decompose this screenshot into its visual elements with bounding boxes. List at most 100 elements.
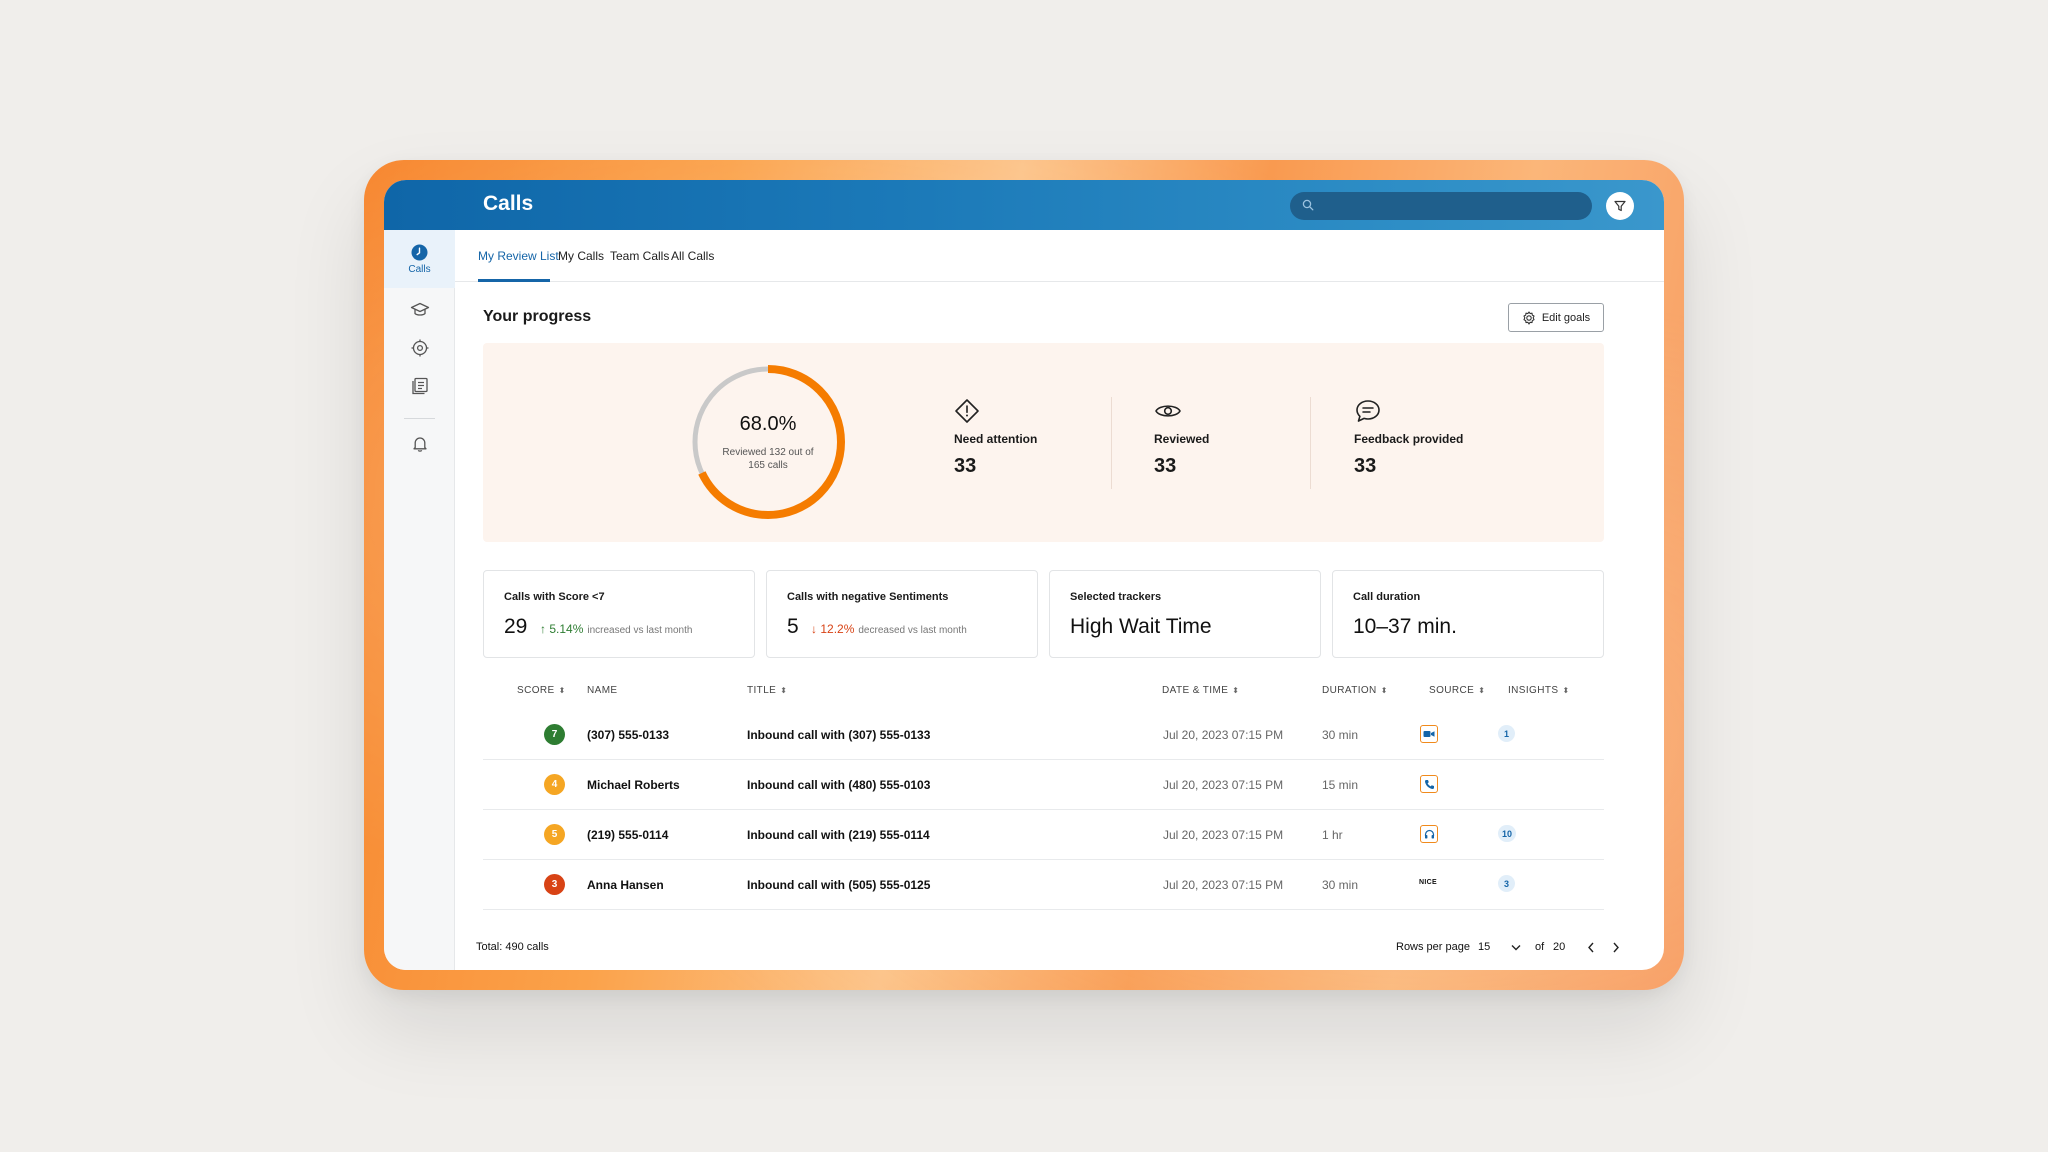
card-value: 5 — [787, 615, 799, 638]
card-value: 10–37 min. — [1353, 615, 1457, 638]
sidebar-item-notifications[interactable] — [384, 426, 455, 462]
card-low-score[interactable]: Calls with Score <7 29 ↑ 5.14% increased … — [483, 570, 755, 658]
top-bar: Calls — [384, 180, 1664, 230]
card-call-duration[interactable]: Call duration 10–37 min. — [1332, 570, 1604, 658]
card-value: 29 — [504, 615, 528, 638]
column-header-date[interactable]: DATE & TIME ⬍ — [1162, 685, 1240, 696]
tab-my-calls[interactable]: My Calls — [558, 249, 605, 263]
stat-label: Feedback provided — [1354, 432, 1464, 446]
row-title: Inbound call with (505) 555-0125 — [747, 878, 931, 892]
filter-icon — [1614, 200, 1626, 212]
sort-icon: ⬍ — [780, 686, 788, 695]
table-row[interactable]: 7 (307) 555-0133 Inbound call with (307)… — [483, 710, 1604, 760]
app-window: Calls Calls — [384, 180, 1664, 970]
table-row[interactable]: 4 Michael Roberts Inbound call with (480… — [483, 760, 1604, 810]
card-delta: ↑ 5.14% increased vs last month — [540, 622, 692, 636]
target-icon — [411, 339, 428, 357]
edit-goals-label: Edit goals — [1541, 311, 1591, 324]
chevron-right-icon — [1613, 942, 1619, 953]
column-header-score[interactable]: SCORE ⬍ — [517, 685, 566, 696]
delta-text: increased vs last month — [587, 625, 693, 636]
column-header-insights[interactable]: INSIGHTS ⬍ — [1508, 685, 1570, 696]
card-label: Selected trackers — [1070, 591, 1162, 603]
arrow-up-icon: ↑ — [540, 622, 546, 636]
row-duration: 30 min — [1322, 878, 1359, 892]
insights-badge[interactable]: 1 — [1498, 725, 1515, 742]
sidebar-item-trackers[interactable] — [384, 330, 455, 366]
donut-progress-arc — [691, 365, 845, 519]
row-title: Inbound call with (219) 555-0114 — [747, 828, 930, 842]
sidebar-item-training[interactable] — [384, 292, 455, 328]
bell-icon — [412, 437, 427, 452]
page-count: 20 — [1553, 941, 1566, 953]
phone-icon — [1420, 775, 1438, 793]
row-title: Inbound call with (307) 555-0133 — [747, 728, 931, 742]
insights-badge[interactable]: 10 — [1498, 825, 1517, 842]
table-row[interactable]: 5 (219) 555-0114 Inbound call with (219)… — [483, 810, 1604, 860]
tab-all-calls[interactable]: All Calls — [671, 249, 715, 263]
sort-icon: ⬍ — [1380, 686, 1388, 695]
row-date: Jul 20, 2023 07:15 PM — [1163, 728, 1284, 742]
delta-percent: 5.14% — [549, 622, 584, 636]
tab-my-review-list[interactable]: My Review List — [478, 249, 559, 263]
score-badge: 7 — [544, 724, 565, 745]
row-duration: 1 hr — [1322, 828, 1343, 842]
sidebar-item-reports[interactable] — [384, 368, 455, 404]
delta-percent: 12.2% — [820, 622, 855, 636]
row-duration: 30 min — [1322, 728, 1359, 742]
row-date: Jul 20, 2023 07:15 PM — [1163, 828, 1284, 842]
search-icon — [1302, 199, 1314, 211]
row-title: Inbound call with (480) 555-0103 — [747, 778, 931, 792]
tab-team-calls[interactable]: Team Calls — [610, 249, 670, 263]
card-label: Calls with negative Sentiments — [787, 591, 949, 603]
row-date: Jul 20, 2023 07:15 PM — [1163, 878, 1284, 892]
insights-badge[interactable]: 3 — [1498, 875, 1515, 892]
column-header-title[interactable]: TITLE ⬍ — [747, 685, 788, 696]
stat-divider — [1111, 397, 1112, 489]
stat-label: Need attention — [954, 432, 1038, 446]
sidebar-item-label: Calls — [408, 263, 431, 275]
sort-icon: ⬍ — [558, 686, 566, 695]
page-title: Calls — [483, 192, 534, 215]
stat-divider — [1310, 397, 1311, 489]
prev-page-button[interactable] — [1587, 942, 1595, 956]
progress-donut — [691, 365, 845, 519]
stat-value: 33 — [1154, 455, 1177, 477]
row-duration: 15 min — [1322, 778, 1359, 792]
progress-title: Your progress — [483, 308, 592, 325]
column-header-duration[interactable]: DURATION ⬍ — [1322, 685, 1388, 696]
graduation-cap-icon — [410, 302, 429, 316]
rows-per-page-label: Rows per page — [1396, 941, 1470, 953]
next-page-button[interactable] — [1612, 942, 1620, 956]
filter-button[interactable] — [1606, 192, 1634, 220]
eye-icon — [1155, 405, 1181, 417]
video-icon — [1420, 725, 1438, 743]
chevron-down-icon — [1511, 944, 1521, 951]
score-badge: 4 — [544, 774, 565, 795]
table-row[interactable]: 3 Anna Hansen Inbound call with (505) 55… — [483, 860, 1604, 910]
total-calls: Total: 490 calls — [476, 941, 549, 953]
column-header-name: NAME — [587, 685, 618, 696]
edit-goals-button[interactable]: Edit goals — [1508, 303, 1604, 332]
stat-label: Reviewed — [1154, 432, 1210, 446]
reports-icon — [411, 377, 428, 395]
progress-reviewed-text: Reviewed 132 out of 165 calls — [722, 447, 814, 471]
rows-per-page-select[interactable]: 15 — [1478, 941, 1521, 953]
nice-source-logo: NICE — [1419, 879, 1437, 886]
card-label: Calls with Score <7 — [504, 591, 605, 603]
row-name: (307) 555-0133 — [587, 728, 670, 742]
sort-icon: ⬍ — [1232, 686, 1240, 695]
alert-diamond-icon — [955, 399, 979, 423]
column-header-source[interactable]: SOURCE ⬍ — [1429, 685, 1486, 696]
row-name: Michael Roberts — [587, 778, 680, 792]
card-value: High Wait Time — [1070, 615, 1212, 638]
card-negative-sentiments[interactable]: Calls with negative Sentiments 5 ↓ 12.2%… — [766, 570, 1038, 658]
stat-value: 33 — [954, 455, 977, 477]
stat-need-attention: Need attention 33 — [954, 398, 1134, 478]
sidebar-item-calls[interactable]: Calls — [384, 230, 455, 288]
row-name: (219) 555-0114 — [587, 828, 669, 842]
stat-feedback-provided: Feedback provided 33 — [1354, 398, 1534, 478]
search-input[interactable] — [1290, 192, 1592, 220]
arrow-down-icon: ↓ — [811, 622, 817, 636]
card-selected-trackers[interactable]: Selected trackers High Wait Time — [1049, 570, 1321, 658]
